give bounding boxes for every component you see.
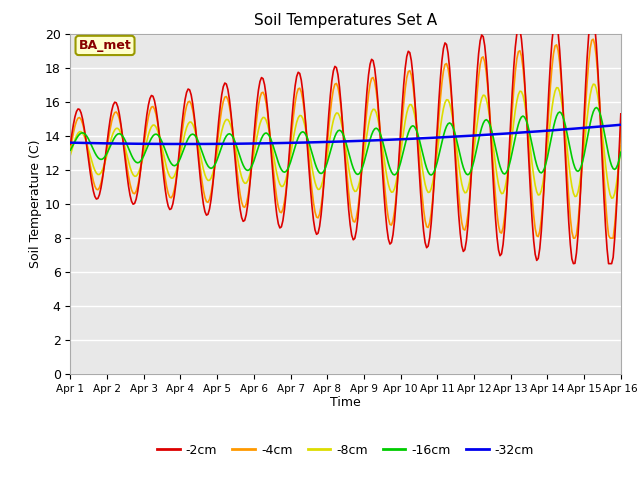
- -16cm: [398, 154, 406, 159]
- -2cm: [398, 103, 406, 109]
- -32cm: [412, 136, 420, 142]
- -4cm: [411, 96, 419, 101]
- Title: Soil Temperatures Set A: Soil Temperatures Set A: [254, 13, 437, 28]
- -8cm: [67, 152, 74, 158]
- -2cm: [411, 91, 419, 96]
- -4cm: [169, 192, 177, 198]
- -16cm: [82, 132, 90, 138]
- -32cm: [169, 141, 177, 147]
- -4cm: [380, 174, 388, 180]
- -2cm: [551, 22, 559, 28]
- -2cm: [570, 261, 577, 266]
- -16cm: [428, 172, 435, 178]
- -32cm: [617, 122, 625, 128]
- -8cm: [550, 95, 557, 101]
- -4cm: [570, 235, 577, 241]
- -2cm: [82, 135, 90, 141]
- -2cm: [550, 24, 557, 30]
- -32cm: [82, 140, 90, 146]
- -8cm: [411, 111, 419, 117]
- Line: -2cm: -2cm: [70, 25, 621, 264]
- X-axis label: Time: Time: [330, 396, 361, 408]
- -2cm: [67, 142, 74, 147]
- -16cm: [380, 143, 388, 149]
- -16cm: [411, 124, 419, 130]
- -8cm: [398, 139, 406, 145]
- -16cm: [169, 162, 177, 168]
- -16cm: [551, 118, 559, 124]
- -32cm: [181, 141, 189, 147]
- Line: -16cm: -16cm: [70, 108, 621, 175]
- -32cm: [551, 127, 559, 133]
- -4cm: [589, 36, 597, 42]
- -4cm: [550, 50, 557, 56]
- -32cm: [381, 137, 389, 143]
- -4cm: [67, 146, 74, 152]
- -8cm: [82, 137, 90, 143]
- -2cm: [380, 189, 388, 194]
- -4cm: [82, 135, 90, 141]
- -16cm: [67, 147, 74, 153]
- -8cm: [169, 175, 177, 181]
- Line: -32cm: -32cm: [70, 125, 621, 144]
- -32cm: [400, 136, 408, 142]
- -2cm: [617, 111, 625, 117]
- -2cm: [169, 201, 177, 207]
- Line: -4cm: -4cm: [70, 39, 621, 238]
- -8cm: [589, 81, 597, 87]
- Text: BA_met: BA_met: [79, 39, 131, 52]
- -16cm: [593, 105, 600, 110]
- Line: -8cm: -8cm: [70, 84, 621, 198]
- -8cm: [608, 195, 616, 201]
- Legend: -2cm, -4cm, -8cm, -16cm, -32cm: -2cm, -4cm, -8cm, -16cm, -32cm: [152, 439, 539, 462]
- -4cm: [617, 127, 625, 132]
- Y-axis label: Soil Temperature (C): Soil Temperature (C): [29, 140, 42, 268]
- -4cm: [398, 119, 406, 124]
- -8cm: [617, 143, 625, 149]
- -8cm: [380, 154, 388, 160]
- -16cm: [617, 149, 625, 155]
- -32cm: [67, 140, 74, 145]
